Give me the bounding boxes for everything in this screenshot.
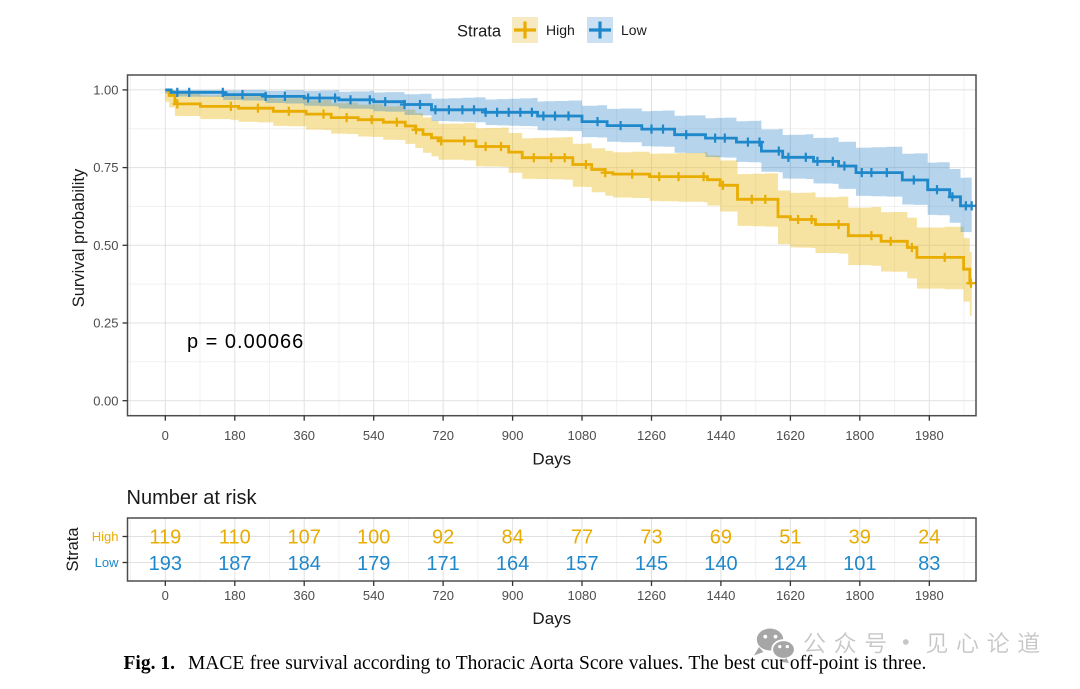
svg-text:110: 110 <box>219 527 251 549</box>
svg-text:69: 69 <box>710 527 732 549</box>
svg-text:720: 720 <box>432 428 454 443</box>
svg-text:0.75: 0.75 <box>93 160 118 175</box>
svg-text:92: 92 <box>432 527 454 549</box>
svg-text:Days: Days <box>532 609 571 628</box>
svg-text:Survival probability: Survival probability <box>70 168 88 307</box>
svg-text:180: 180 <box>224 428 246 443</box>
svg-text:0: 0 <box>162 428 169 443</box>
svg-text:360: 360 <box>293 588 315 603</box>
svg-text:1800: 1800 <box>845 588 874 603</box>
svg-text:164: 164 <box>496 553 529 575</box>
svg-text:Low: Low <box>95 555 119 570</box>
svg-text:0.25: 0.25 <box>93 316 118 331</box>
svg-text:107: 107 <box>288 527 321 549</box>
svg-text:900: 900 <box>502 588 524 603</box>
svg-text:720: 720 <box>432 588 454 603</box>
svg-text:180: 180 <box>224 588 246 603</box>
svg-text:179: 179 <box>357 553 390 575</box>
svg-text:Low: Low <box>621 22 648 38</box>
svg-text:39: 39 <box>849 527 871 549</box>
svg-text:51: 51 <box>779 527 801 549</box>
svg-text:540: 540 <box>363 588 385 603</box>
svg-text:High: High <box>546 22 575 38</box>
svg-text:0: 0 <box>162 588 169 603</box>
svg-text:Number at risk: Number at risk <box>127 487 258 509</box>
svg-text:1620: 1620 <box>776 588 805 603</box>
svg-text:1260: 1260 <box>637 588 666 603</box>
svg-text:0.00: 0.00 <box>93 393 118 408</box>
svg-text:Strata: Strata <box>64 527 82 572</box>
svg-text:Strata: Strata <box>457 23 502 41</box>
svg-text:187: 187 <box>218 553 251 575</box>
svg-text:184: 184 <box>288 553 321 575</box>
svg-text:540: 540 <box>363 428 385 443</box>
svg-text:124: 124 <box>774 553 807 575</box>
svg-text:1.00: 1.00 <box>93 83 118 98</box>
svg-text:1440: 1440 <box>706 428 735 443</box>
svg-text:1440: 1440 <box>706 588 735 603</box>
svg-text:Days: Days <box>532 450 571 469</box>
svg-text:High: High <box>92 529 119 544</box>
svg-text:1980: 1980 <box>915 588 944 603</box>
svg-text:171: 171 <box>426 553 459 575</box>
svg-text:83: 83 <box>918 553 940 575</box>
svg-text:1980: 1980 <box>915 428 944 443</box>
svg-text:1080: 1080 <box>568 588 597 603</box>
svg-text:900: 900 <box>502 428 524 443</box>
svg-text:77: 77 <box>571 527 593 549</box>
svg-text:Fig. 1.MACE free survival acco: Fig. 1. MACE free survival according to T… <box>124 653 927 674</box>
svg-text:145: 145 <box>635 553 668 575</box>
svg-text:360: 360 <box>293 428 315 443</box>
svg-text:1080: 1080 <box>568 428 597 443</box>
svg-text:140: 140 <box>704 553 737 575</box>
svg-text:1800: 1800 <box>845 428 874 443</box>
svg-text:157: 157 <box>565 553 598 575</box>
svg-text:84: 84 <box>501 527 523 549</box>
svg-text:73: 73 <box>640 527 662 549</box>
svg-text:1260: 1260 <box>637 428 666 443</box>
svg-text:101: 101 <box>843 553 876 575</box>
svg-text:24: 24 <box>918 527 940 549</box>
svg-text:119: 119 <box>149 527 181 549</box>
svg-text:100: 100 <box>357 527 390 549</box>
svg-text:p = 0.00066: p = 0.00066 <box>187 331 304 353</box>
svg-text:0.50: 0.50 <box>93 238 118 253</box>
svg-text:1620: 1620 <box>776 428 805 443</box>
svg-text:193: 193 <box>149 553 182 575</box>
